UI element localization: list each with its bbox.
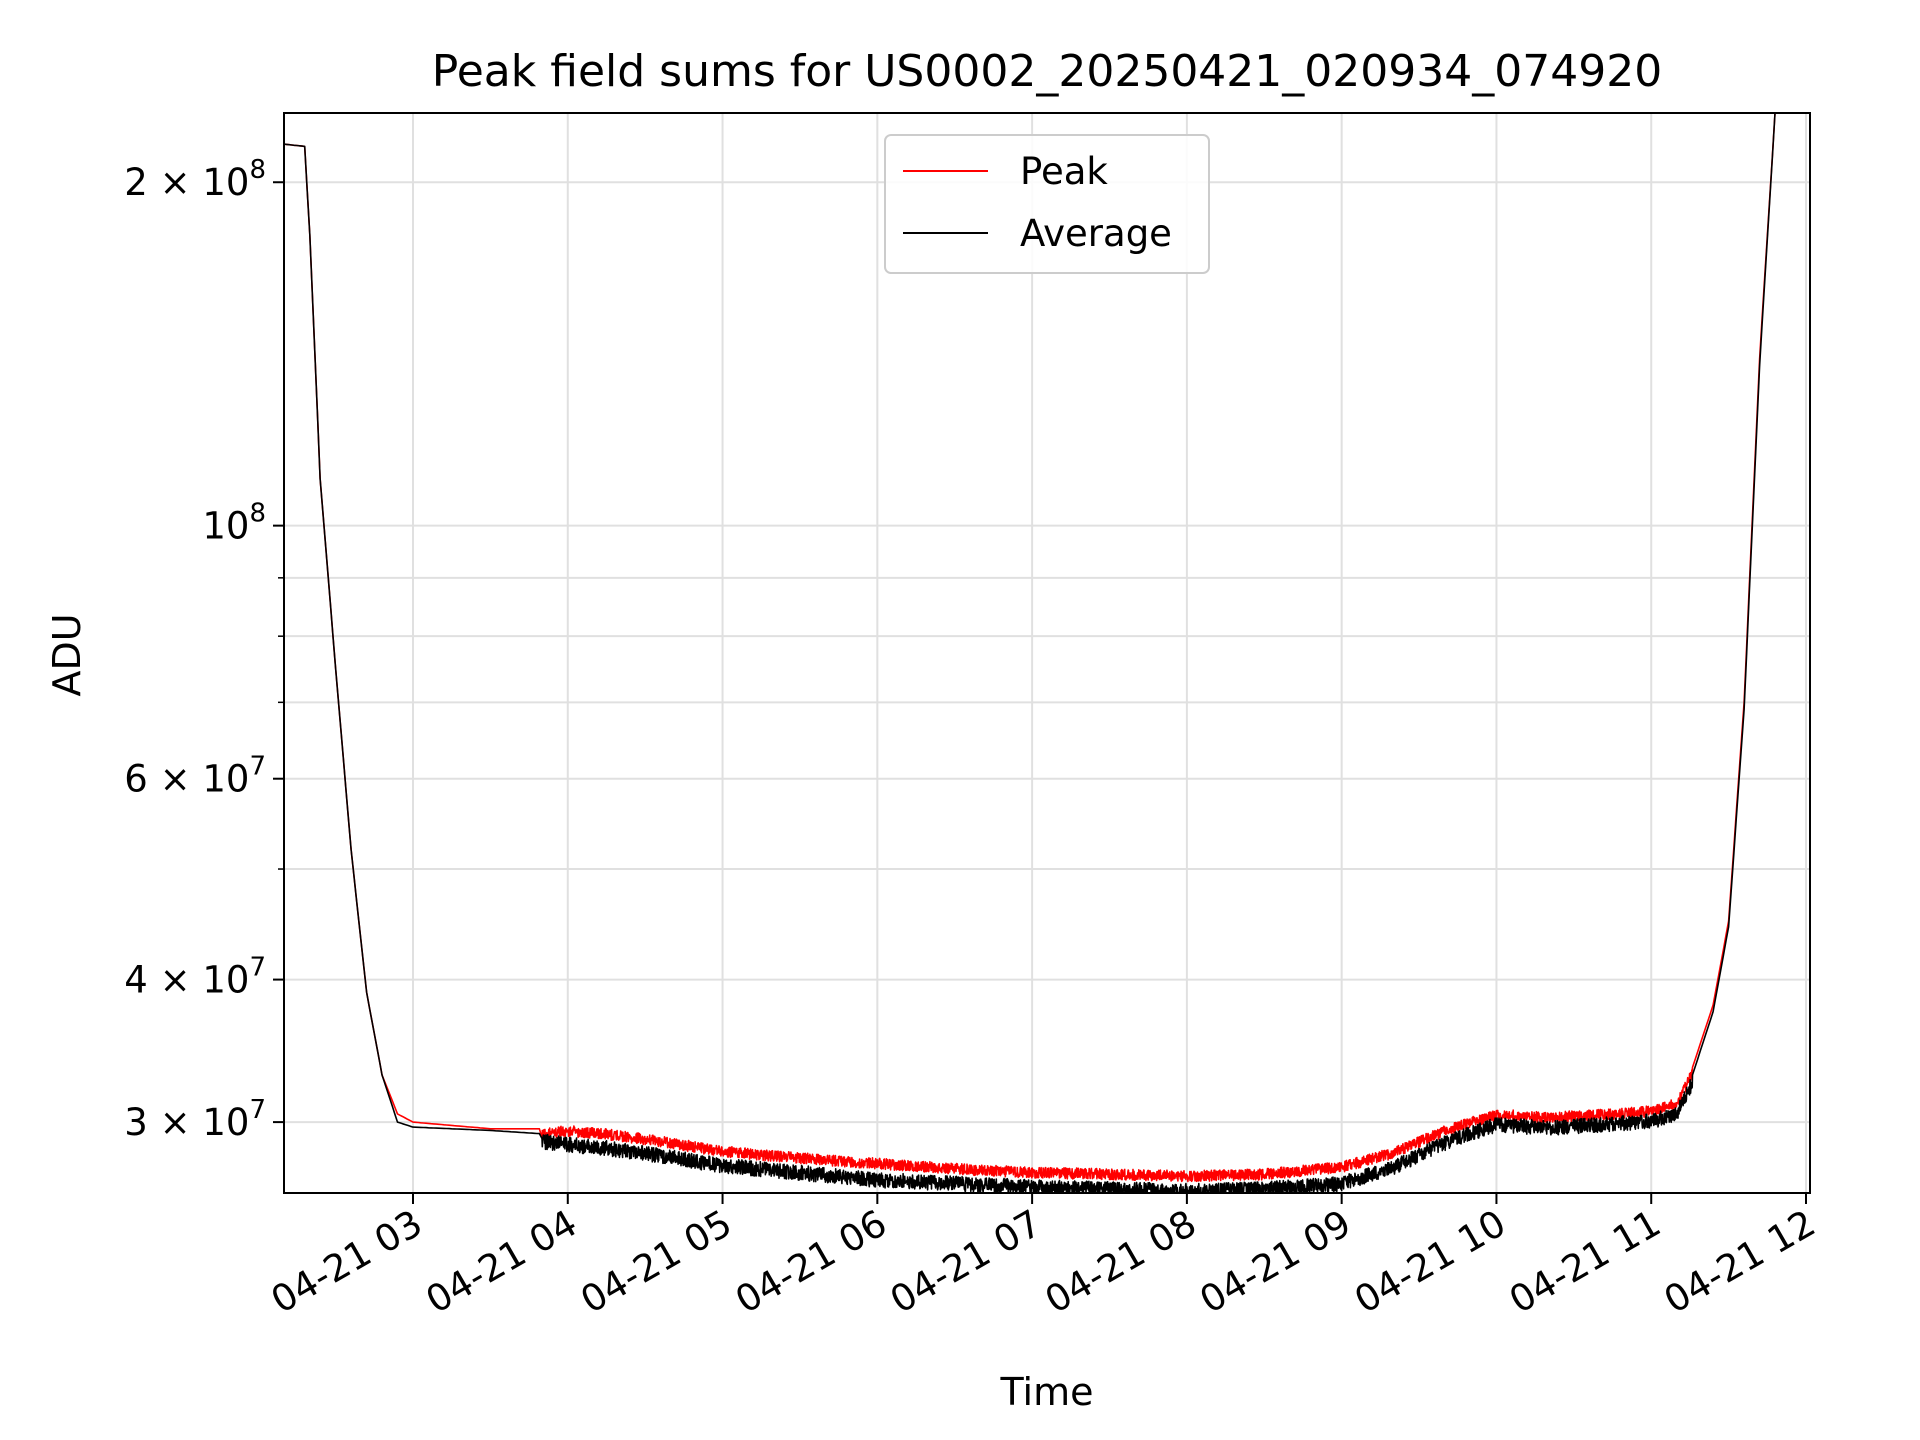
y-tick-label: 108: [202, 499, 266, 548]
series-line-peak: [283, 112, 1776, 1183]
y-axis-label: ADU: [45, 613, 89, 696]
plot-traces: [283, 112, 1776, 1194]
y-tick-label: 3 × 107: [124, 1095, 266, 1144]
chart-title: Peak field sums for US0002_20250421_0209…: [432, 46, 1662, 97]
legend-box: [884, 134, 1210, 274]
y-tick-label: 4 × 107: [124, 953, 266, 1002]
legend: Peak Average: [884, 134, 1210, 274]
y-tick-label: 2 × 108: [124, 155, 266, 204]
y-axis: 3 × 107 4 × 107 6 × 107 108 2 × 108: [124, 155, 284, 1144]
series-line-average: [283, 112, 1776, 1194]
y-tick-label: 6 × 107: [124, 752, 266, 801]
x-axis-label: Time: [1000, 1370, 1094, 1414]
legend-label-average: Average: [1020, 212, 1172, 255]
plot-frame: [283, 112, 1811, 1194]
legend-label-peak: Peak: [1020, 150, 1108, 193]
